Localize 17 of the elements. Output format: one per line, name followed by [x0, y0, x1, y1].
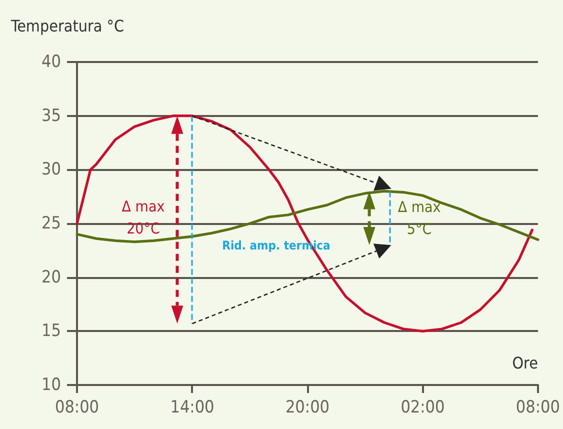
y-tick-label: 25: [42, 214, 61, 234]
y-tick-label: 15: [42, 321, 61, 342]
annotation: Δ max 20°C: [122, 198, 165, 238]
y-axis-title: Temperatura °C: [10, 16, 124, 36]
y-tick-label: 40: [42, 52, 61, 72]
y-tick-label: 35: [42, 106, 61, 126]
x-tick-label: 08:00: [516, 398, 560, 418]
x-axis-title: Ore: [512, 354, 538, 372]
x-tick-label: 08:00: [54, 398, 100, 418]
x-tick-label: 14:00: [170, 398, 214, 418]
x-tick-label: 02:00: [400, 398, 445, 418]
annotation: Δ max 5°C: [398, 198, 441, 238]
y-tick-label: 10: [42, 375, 61, 395]
y-tick-label: 30: [42, 160, 61, 180]
y-tick-label: 20: [42, 267, 61, 288]
line-series: [76, 114, 534, 332]
x-tick-label: 20:00: [285, 398, 330, 418]
